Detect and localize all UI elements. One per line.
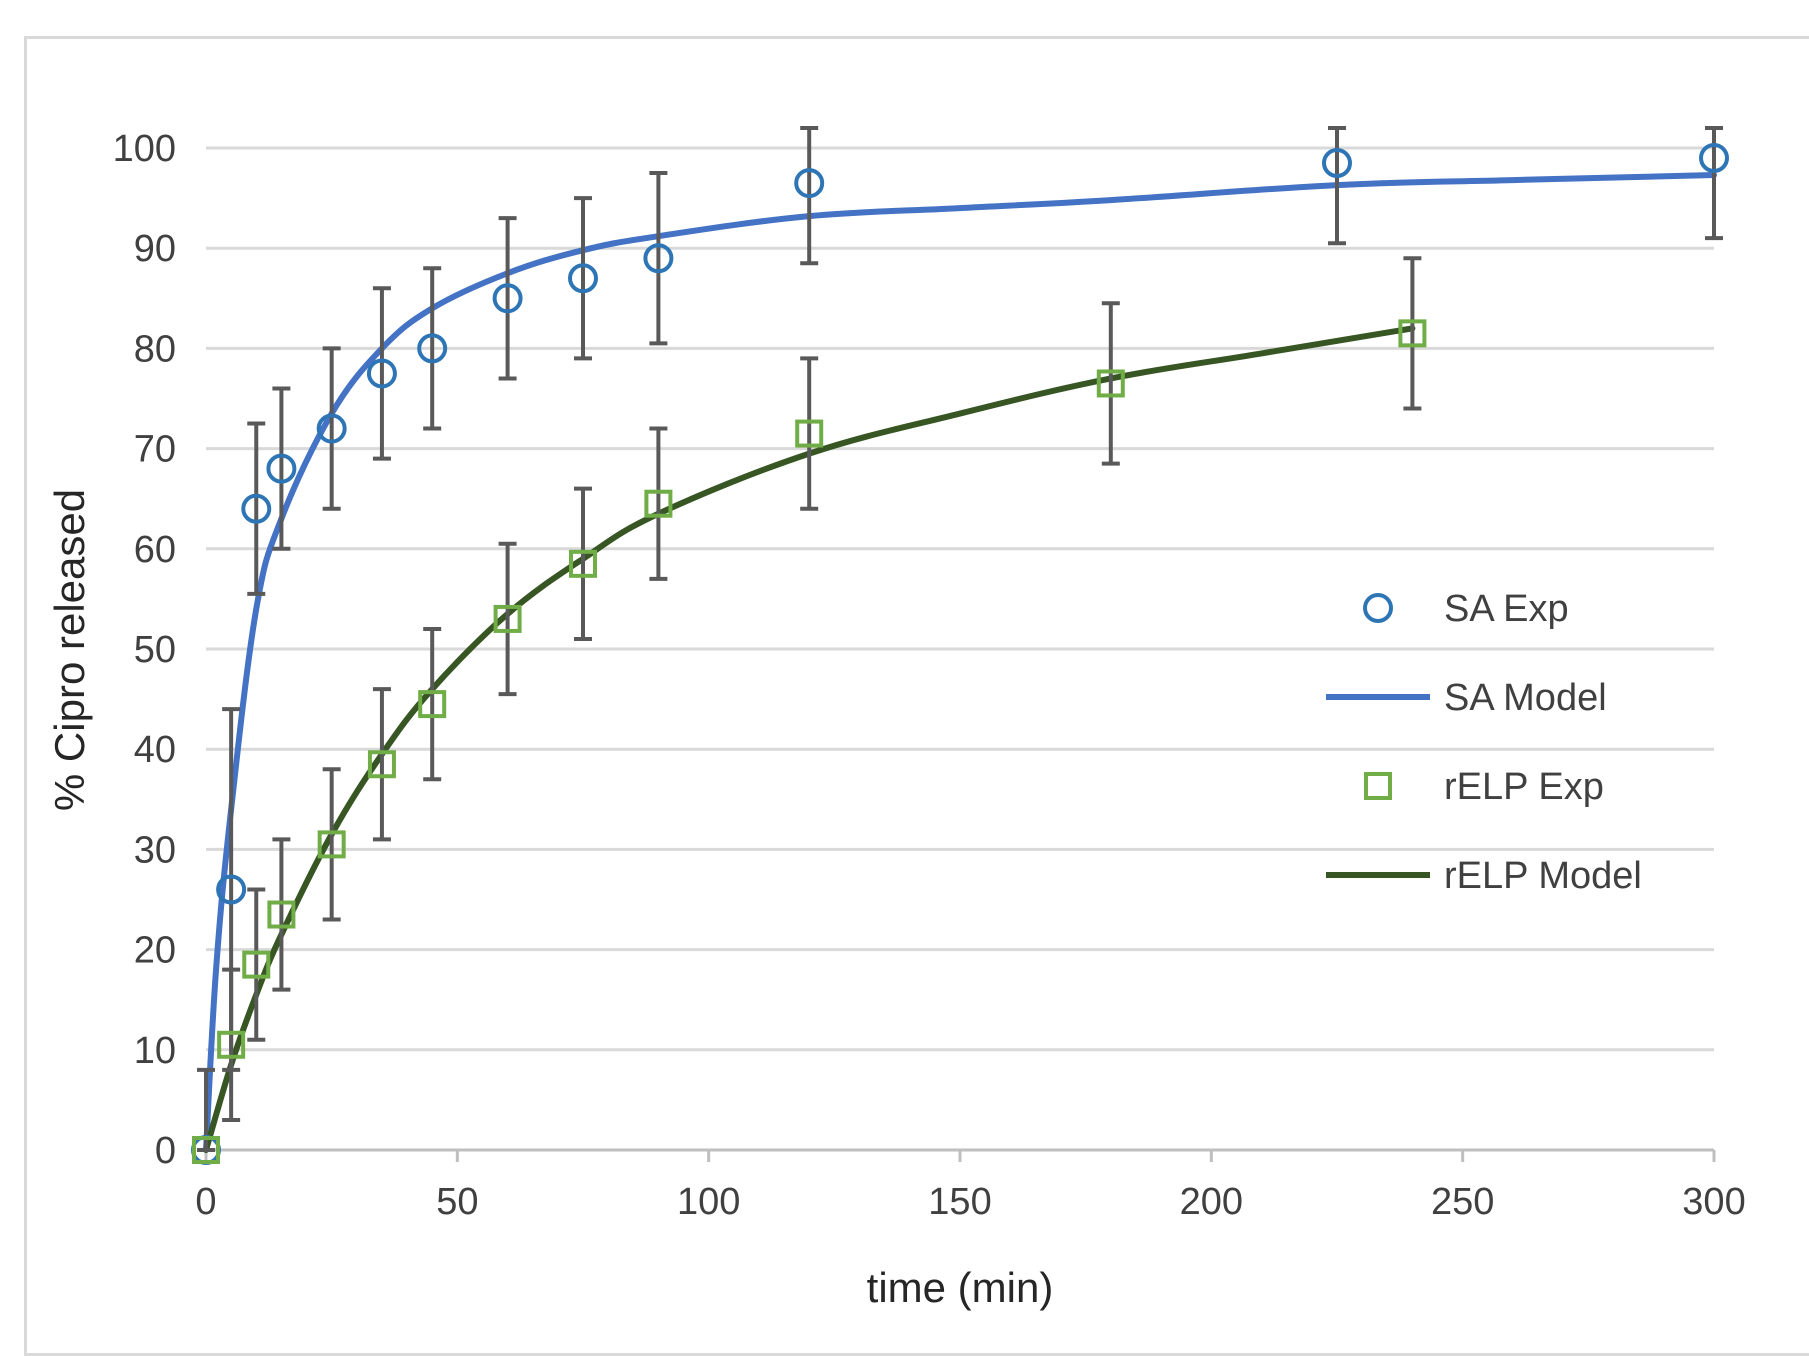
relp-exp-error-bar [1101,301,1120,466]
relp-exp-error-bar [322,767,341,922]
gridlines [206,146,1714,1052]
sa-exp-error-bar [498,216,517,381]
legend: SA Exp SA Model rELP Exp rELP Model [1326,588,1642,897]
relp-exp-error-bar [574,486,592,641]
y-tick-label: 0 [155,1130,176,1172]
sa-exp-error-bar [1328,125,1346,246]
legend-label: rELP Model [1444,855,1642,897]
y-tick-label: 20 [134,930,176,972]
chart-svg: 0 10 20 30 40 50 60 70 80 90 100 0 50 100 150 200 250 300… [46,125,1746,1311]
relp-exp-marker [569,549,597,578]
tick-labels: 0 10 20 30 40 50 60 70 80 90 100 0 50 100 150 200 250 300 [113,128,1746,1223]
legend-item-relp-exp: rELP Exp [1364,766,1604,808]
relp-exp-marker [1398,319,1427,348]
y-tick-label: 60 [134,529,176,571]
relp-exp-error-bar [247,887,266,1042]
axes [204,1148,1716,1162]
y-tick-label: 30 [134,829,176,871]
relp-exp-error-bar [649,426,668,581]
sa-exp-marker [417,333,448,364]
sa-exp-marker [492,283,523,314]
legend-label: rELP Exp [1444,766,1604,808]
sa-exp-marker [316,413,347,444]
sa-exp-error-bar [649,171,668,346]
relp-exp-marker [493,604,522,633]
x-tick-label: 250 [1431,1181,1494,1223]
sa-exp-marker [366,358,397,389]
sa-exp-marker [1699,143,1729,174]
relp-exp-error-bar [222,967,241,1122]
relp-exp-marker [242,950,271,979]
relp-exp-error-bar [423,626,442,782]
y-axis-title: % Cipro released [46,489,93,811]
sa-exp-error-bar [322,346,341,511]
relp-exp-marker [644,489,673,518]
relp-exp-marker [192,1136,220,1164]
x-axis-title: time (min) [867,1264,1054,1311]
sa-exp-marker [266,453,297,484]
markers [191,143,1729,1165]
y-tick-label: 40 [134,729,176,771]
legend-swatch-circle [1363,593,1393,623]
legend-label: SA Exp [1444,588,1569,630]
relp-exp-marker [1096,369,1125,398]
x-tick-label: 300 [1682,1181,1745,1223]
x-tick-label: 200 [1180,1181,1243,1223]
sa-exp-marker [794,168,825,199]
sa-exp-marker [241,493,272,524]
relp-exp-marker [317,830,346,859]
legend-label: SA Model [1444,677,1607,719]
sa-exp-marker [643,243,674,274]
y-tick-label: 50 [134,629,176,671]
sa-exp-error-bar [423,266,442,431]
y-tick-label: 80 [134,328,176,370]
y-tick-label: 90 [134,228,176,270]
y-tick-label: 10 [134,1030,176,1072]
legend-item-relp-model: rELP Model [1326,855,1642,897]
relp-exp-error-bar [800,356,819,511]
chart-frame [24,36,1809,1356]
sa-exp-error-bar [372,286,391,461]
legend-swatch-square [1364,772,1392,800]
x-tick-label: 150 [928,1181,991,1223]
sa-exp-error-bar [247,421,266,596]
relp-exp-marker [267,900,296,929]
sa-exp-marker [191,1135,221,1165]
relp-exp-marker [217,1030,246,1059]
relp-exp-error-bar [498,541,517,697]
x-tick-label: 0 [195,1181,216,1223]
x-tick-label: 100 [677,1181,740,1223]
sa-exp-error-bar [574,196,592,361]
legend-item-sa-model: SA Model [1326,677,1607,719]
sa-model-line [203,172,1717,1153]
relp-exp-error-bar [272,837,291,992]
legend-item-sa-exp: SA Exp [1363,588,1569,630]
x-tick-label: 50 [436,1181,478,1223]
relp-exp-marker [367,750,396,779]
sa-exp-error-bar [272,386,291,551]
sa-exp-marker [568,263,598,294]
sa-exp-marker [1322,148,1352,179]
sa-exp-marker [216,874,247,905]
relp-exp-error-bar [1403,256,1422,411]
y-tick-label: 70 [134,429,176,471]
y-tick-label: 100 [113,128,176,170]
relp-exp-error-bar [372,687,391,842]
relp-exp-marker [795,419,824,448]
relp-exp-marker [418,690,447,719]
error-bars [197,125,1723,1152]
